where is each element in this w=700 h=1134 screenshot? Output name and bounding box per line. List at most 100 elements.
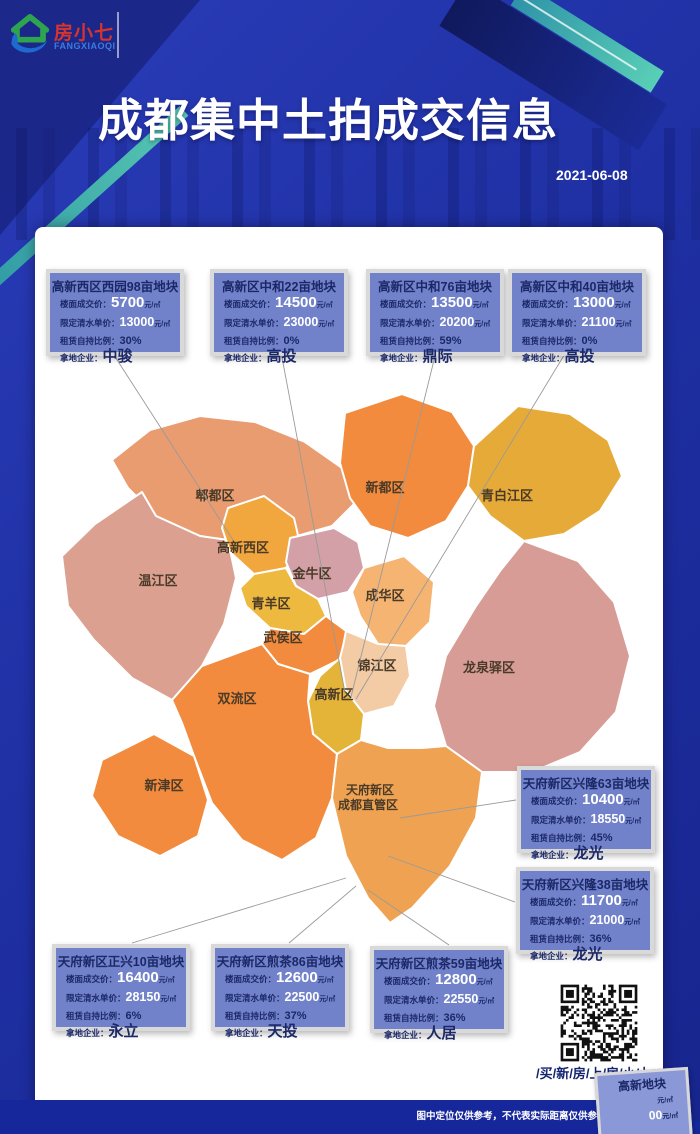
district-label-gaoxin: 高新区 [314,687,353,702]
limit-price-label: 限定清水单价： [380,317,440,328]
district-label-chenghua: 成华区 [365,588,404,603]
land-card-zhengxing10: 天府新区正兴10亩地块 楼面成交价：16400元/㎡ 限定清水单价：28150元… [52,944,190,1039]
district-tianfu [331,739,483,924]
land-card-title: 高新区中和76亩地块 [378,280,492,294]
self-hold-value: 37% [284,1010,307,1022]
district-qingbaijiang [467,405,623,542]
unit-label: 元/㎡ [144,302,161,309]
unit-label: 元/㎡ [476,979,493,986]
partial-land-card: 高新地块 元/㎡ 00元/㎡ [594,1066,694,1134]
floor-price-value: 5700 [111,294,145,311]
floor-price-label: 楼面成交价： [531,796,583,806]
buyer-value: 鼎际 [422,347,453,365]
floor-price-label: 楼面成交价： [380,299,432,309]
district-label-tianfu-line1: 天府新区 [346,782,394,797]
limit-price-value: 22550 [443,991,479,1006]
unit-label: 元/㎡ [316,302,333,309]
limit-price-label: 限定清水单价： [225,992,285,1003]
house-logo-icon [10,14,50,53]
unit-label: 元/㎡ [623,799,640,806]
unit-label: 元/㎡ [474,320,491,328]
logo-latin-name: FANGXIAOQI [54,41,116,51]
top-right-white-line [512,0,637,71]
unit-label: 元/㎡ [318,320,335,328]
land-card-title: 天府新区煎茶59亩地块 [375,957,503,971]
land-card-xinglong63: 天府新区兴隆63亩地块 楼面成交价：10400元/㎡ 限定清水单价：18550元… [517,766,655,861]
unit-label: 元/㎡ [160,995,177,1003]
limit-price-label: 限定清水单价： [60,317,120,328]
limit-price-value: 20200 [439,314,475,329]
buyer-label: 拿地企业： [60,352,103,363]
district-label-longquanyi: 龙泉驿区 [463,660,515,675]
land-card-title: 高新区中和22亩地块 [222,280,336,294]
top-right-teal-stripe [510,0,664,93]
buyer-label: 拿地企业： [530,950,573,961]
floor-price-label: 楼面成交价： [224,299,276,309]
unit-label: 元/㎡ [625,817,642,825]
floor-price-value: 10400 [582,791,624,808]
limit-price-label: 限定清水单价： [384,994,444,1005]
self-hold-label: 租赁自持比例： [384,1013,444,1023]
limit-price-value: 28150 [125,989,161,1004]
buyer-label: 拿地企业： [522,352,565,363]
floor-price-value: 14500 [275,294,317,311]
self-hold-label: 租赁自持比例： [380,336,440,346]
partial-card-unit: 元/㎡ [662,1112,679,1121]
self-hold-value: 6% [125,1010,142,1022]
floor-price-label: 楼面成交价： [66,974,118,984]
land-card-title: 高新西区西园98亩地块 [51,280,179,294]
limit-price-label: 限定清水单价： [522,317,582,328]
district-xinjin [91,733,209,857]
page-title: 成都集中土拍成交信息 [98,95,559,146]
land-card-jiancha59: 天府新区煎茶59亩地块 楼面成交价：12800元/㎡ 限定清水单价：22550元… [370,946,508,1041]
district-label-jinjiang: 锦江区 [357,658,396,673]
district-label-tianfu-line2: 成都直管区 [338,797,398,812]
limit-price-label: 限定清水单价： [66,992,126,1003]
date-label: 2021-06-08 [556,167,628,183]
limit-price-value: 23000 [283,314,319,329]
land-card-title: 天府新区兴隆63亩地块 [522,777,650,791]
land-card-title: 天府新区正兴10亩地块 [57,955,185,969]
self-hold-label: 租赁自持比例： [225,1011,285,1021]
self-hold-value: 36% [443,1012,466,1024]
unit-label: 元/㎡ [621,900,638,907]
district-label-xinjin: 新津区 [144,778,183,793]
partial-card-value: 00 [648,1107,663,1123]
floor-price-value: 16400 [117,969,159,986]
floor-price-value: 13500 [431,294,473,311]
floor-price-label: 楼面成交价： [60,299,112,309]
buyer-value: 龙光 [573,844,604,862]
district-longquanyi [433,540,631,773]
limit-price-value: 21100 [581,314,616,329]
self-hold-value: 59% [439,335,462,347]
buyer-value: 龙光 [572,945,603,963]
district-label-wenjiang: 温江区 [138,573,177,588]
limit-price-value: 18550 [590,811,626,826]
floor-price-label: 楼面成交价： [384,976,436,986]
floor-price-label: 楼面成交价： [522,299,574,309]
district-label-wuhou: 武侯区 [263,630,302,645]
qr-code [557,982,641,1064]
district-label-qingyang: 青羊区 [251,596,290,611]
land-card-jiancha86: 天府新区煎茶86亩地块 楼面成交价：12600元/㎡ 限定清水单价：22500元… [211,944,349,1039]
land-card-xinglong38: 天府新区兴隆38亩地块 楼面成交价：11700元/㎡ 限定清水单价：21000元… [516,867,654,962]
buyer-label: 拿地企业： [66,1027,109,1038]
buyer-value: 中骏 [102,347,133,365]
land-card-zhonghe40: 高新区中和40亩地块 楼面成交价：13000元/㎡ 限定清水单价：21100元/… [508,269,646,364]
limit-price-value: 22500 [284,989,320,1004]
floor-price-value: 12600 [276,969,318,986]
buyer-label: 拿地企业： [380,352,423,363]
buyer-label: 拿地企业： [384,1029,427,1040]
land-card-title: 高新区中和40亩地块 [520,280,634,294]
district-label-qingbaijiang: 青白江区 [481,488,533,503]
floor-price-value: 13000 [573,294,615,311]
buyer-value: 高投 [564,347,595,365]
buyer-label: 拿地企业： [531,849,574,860]
limit-price-label: 限定清水单价： [530,915,590,926]
unit-label: 元/㎡ [158,977,175,984]
self-hold-value: 0% [581,335,598,347]
limit-price-value: 13000 [119,314,155,329]
buyer-value: 高投 [266,347,297,365]
buyer-value: 天投 [267,1022,298,1040]
